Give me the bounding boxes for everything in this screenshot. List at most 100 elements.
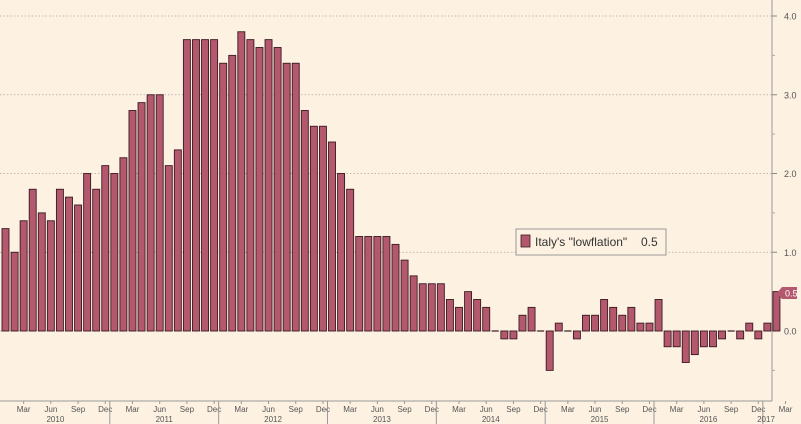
bar bbox=[319, 125, 327, 332]
bar bbox=[582, 314, 590, 332]
x-year-label: 2014 bbox=[482, 415, 500, 424]
bar bbox=[418, 283, 427, 332]
x-year-label: 2012 bbox=[264, 415, 282, 424]
bar bbox=[210, 39, 219, 332]
bar bbox=[745, 322, 754, 332]
bar bbox=[455, 306, 463, 332]
x-month-label: Mar bbox=[561, 405, 575, 414]
bar bbox=[445, 299, 454, 332]
bar bbox=[337, 173, 346, 332]
bar bbox=[110, 173, 119, 332]
bar bbox=[28, 188, 37, 332]
bar bbox=[591, 314, 599, 332]
bar bbox=[627, 306, 636, 332]
y-tick-label: 4.0 bbox=[784, 12, 797, 22]
x-year-label: 2017 bbox=[757, 415, 775, 424]
bar bbox=[654, 299, 663, 332]
bar bbox=[355, 236, 364, 332]
last-value-tag-text: 0.5 bbox=[785, 289, 798, 299]
x-month-label: Mar bbox=[17, 405, 31, 414]
bar bbox=[164, 165, 173, 332]
x-month-label: Mar bbox=[126, 405, 140, 414]
x-month-label: Dec bbox=[751, 405, 765, 414]
bar bbox=[192, 39, 200, 332]
bar bbox=[681, 330, 690, 363]
bar bbox=[690, 330, 699, 356]
bar bbox=[246, 39, 255, 332]
bar bbox=[19, 220, 28, 332]
bar bbox=[772, 291, 781, 332]
bar bbox=[309, 125, 318, 332]
bar bbox=[709, 330, 717, 348]
bar bbox=[518, 314, 527, 332]
x-month-label: Jun bbox=[697, 405, 710, 414]
bar bbox=[237, 31, 246, 332]
bar bbox=[92, 188, 101, 332]
last-value-tag: 0.5 bbox=[777, 287, 798, 299]
bar bbox=[436, 283, 445, 332]
x-month-label: Jun bbox=[480, 405, 493, 414]
y-tick-label: 0.0 bbox=[784, 327, 797, 337]
bar bbox=[545, 330, 554, 371]
y-tick-label: 3.0 bbox=[784, 90, 797, 100]
bar bbox=[609, 306, 618, 332]
bar bbox=[1, 228, 10, 332]
x-year-label: 2011 bbox=[156, 415, 174, 424]
bar bbox=[46, 220, 55, 332]
bar bbox=[409, 275, 418, 332]
bar bbox=[645, 322, 654, 332]
bar bbox=[718, 330, 726, 340]
y-tick-label: 2.0 bbox=[784, 169, 797, 179]
x-month-label: Dec bbox=[642, 405, 656, 414]
bar bbox=[182, 39, 191, 332]
bar bbox=[672, 330, 681, 348]
x-month-label: Mar bbox=[452, 405, 466, 414]
x-year-label: 2016 bbox=[700, 415, 718, 424]
bar bbox=[328, 141, 336, 332]
bar bbox=[382, 236, 391, 332]
bar bbox=[464, 291, 473, 332]
bar bbox=[373, 236, 382, 332]
x-month-label: Jun bbox=[371, 405, 384, 414]
x-month-label: Dec bbox=[534, 405, 548, 414]
bar bbox=[500, 330, 509, 340]
bar bbox=[155, 94, 164, 332]
x-month-label: Sep bbox=[180, 405, 195, 414]
x-month-label: Mar bbox=[343, 405, 357, 414]
bar bbox=[65, 196, 73, 332]
x-axis: Mar Jun Sep Dec Mar Jun Sep Dec Mar Jun Sep Dec Mar J… bbox=[0, 400, 793, 424]
x-month-label: Jun bbox=[153, 405, 166, 414]
x-month-label: Sep bbox=[397, 405, 412, 414]
bar bbox=[300, 110, 309, 332]
bar bbox=[173, 149, 182, 332]
x-year-label: 2013 bbox=[373, 415, 391, 424]
bar bbox=[37, 212, 46, 332]
bar bbox=[128, 110, 137, 332]
x-month-label: Sep bbox=[724, 405, 739, 414]
x-month-label: Mar bbox=[779, 405, 793, 414]
bar bbox=[427, 283, 436, 332]
x-month-label: Dec bbox=[425, 405, 439, 414]
bar bbox=[201, 39, 209, 332]
legend-value: 0.5 bbox=[641, 235, 658, 249]
bar bbox=[146, 94, 155, 332]
bar bbox=[55, 188, 64, 332]
bar bbox=[763, 322, 772, 332]
last-value-tag-shape bbox=[777, 287, 797, 299]
bar bbox=[699, 330, 708, 348]
x-year-label: 2010 bbox=[46, 415, 64, 424]
bar bbox=[509, 330, 518, 340]
x-month-label: Jun bbox=[262, 405, 275, 414]
x-month-label: Mar bbox=[670, 405, 684, 414]
legend: Italy's "lowflation" 0.5 bbox=[515, 228, 667, 256]
bar bbox=[119, 157, 128, 332]
bar bbox=[618, 314, 627, 332]
bar bbox=[572, 330, 581, 340]
x-month-label: Sep bbox=[615, 405, 630, 414]
bar bbox=[391, 243, 400, 332]
y-tick-label: 1.0 bbox=[784, 248, 797, 258]
bar bbox=[74, 204, 83, 332]
bar bbox=[83, 173, 92, 332]
bar bbox=[101, 165, 110, 332]
bar bbox=[482, 306, 491, 332]
